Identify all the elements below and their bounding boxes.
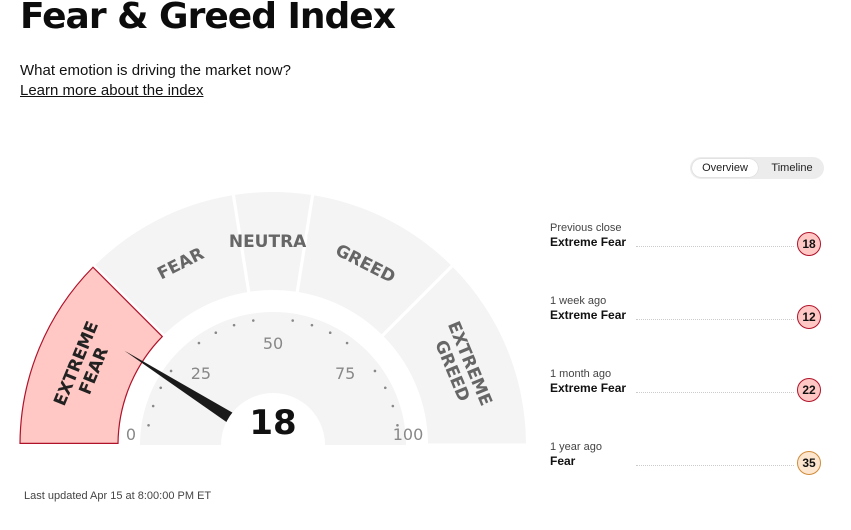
gauge-tick-label: 100 (393, 425, 424, 444)
learn-more-link[interactable]: Learn more about the index (20, 82, 204, 99)
gauge-segment-extreme-greed (383, 267, 526, 444)
gauge-minor-tick (391, 404, 395, 408)
gauge-minor-tick (383, 386, 387, 390)
gauge-tick-label: 50 (263, 334, 283, 353)
gauge-segment-fear (95, 195, 248, 335)
gauge-value: 18 (249, 403, 296, 443)
gauge-minor-tick (396, 423, 399, 427)
gauge-minor-tick (214, 331, 218, 335)
gauge-dial (140, 312, 406, 445)
tab-timeline[interactable]: Timeline (771, 162, 813, 174)
history-item: Previous close Extreme Fear 18 (550, 222, 824, 278)
history-divider (636, 392, 794, 393)
history-item: 1 week ago Extreme Fear 12 (550, 295, 824, 351)
history-score-badge: 35 (797, 451, 821, 475)
view-toggle: Overview Timeline (690, 157, 824, 179)
history-period: 1 year ago (550, 441, 602, 453)
gauge-minor-tick (147, 423, 150, 427)
gauge-minor-tick (328, 331, 332, 335)
history-item: 1 month ago Extreme Fear 22 (550, 368, 824, 424)
gauge-segment-neutral (235, 191, 311, 292)
gauge-minor-tick (291, 319, 295, 322)
gauge-minor-tick (232, 323, 236, 327)
history-score-badge: 18 (797, 232, 821, 256)
history-score-badge: 12 (797, 305, 821, 329)
history-divider (636, 246, 794, 247)
last-updated: Last updated Apr 15 at 8:00:00 PM ET (24, 490, 212, 502)
gauge-minor-tick (197, 341, 201, 345)
history-period: 1 month ago (550, 368, 612, 380)
tab-overview[interactable]: Overview (692, 159, 758, 177)
gauge-segment-extreme-fear (19, 266, 164, 444)
gauge-minor-tick (169, 369, 173, 373)
gauge-tick-label: 25 (191, 364, 211, 383)
history-divider (636, 465, 794, 466)
history-period: Previous close (550, 222, 622, 234)
gauge-minor-tick (310, 323, 314, 327)
gauge-segment-label: NEUTRAL (229, 232, 317, 252)
gauge-minor-tick (151, 404, 155, 408)
page-title: Fear & Greed Index (20, 0, 396, 37)
gauge-needle (124, 350, 241, 428)
history-period: 1 week ago (550, 295, 607, 307)
page-subtitle: What emotion is driving the market now? (20, 62, 291, 79)
gauge-tick-label: 75 (335, 364, 355, 383)
gauge-minor-tick (251, 319, 255, 322)
history-rating: Fear (550, 454, 576, 468)
history-divider (636, 319, 794, 320)
gauge-segment-greed (298, 195, 451, 335)
gauge-minor-tick (373, 369, 377, 373)
history-rating: Extreme Fear (550, 381, 627, 395)
history-rating: Extreme Fear (550, 308, 627, 322)
gauge-minor-tick (345, 341, 349, 345)
gauge-tick-label: 0 (126, 425, 136, 444)
gauge-hub (221, 393, 325, 445)
history-item: 1 year ago Fear 35 (550, 441, 824, 497)
history-rating: Extreme Fear (550, 235, 627, 249)
gauge-minor-tick (159, 386, 163, 390)
history-score-badge: 22 (797, 378, 821, 402)
